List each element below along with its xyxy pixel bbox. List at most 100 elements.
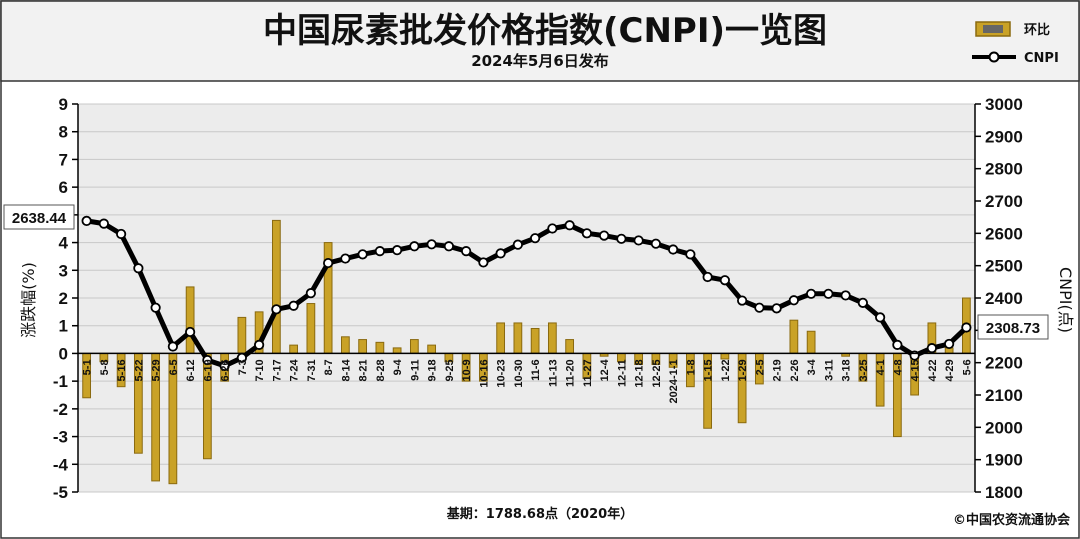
x-tick-label: 7-10: [254, 359, 266, 381]
cnpi-point: [754, 302, 765, 313]
x-tick-label: 10-9: [461, 359, 473, 381]
bar: [789, 319, 799, 354]
x-tick-label: 5-6: [961, 359, 973, 375]
y-tick-label-right: 2400: [985, 289, 1023, 308]
x-tick-label: 2-19: [772, 359, 784, 381]
cnpi-point: [202, 354, 213, 366]
cnpi-point: [806, 288, 817, 299]
x-tick-label: 4-1: [875, 359, 887, 375]
x-tick-label: 6-19: [202, 359, 214, 381]
x-tick-label: 6-12: [185, 359, 197, 381]
bar: [565, 339, 575, 354]
bar: [340, 336, 350, 354]
y-tick-label-left: -5: [53, 483, 68, 502]
cnpi-point: [443, 241, 454, 252]
x-tick-label: 12-25: [651, 359, 663, 387]
bar: [306, 303, 316, 354]
x-tick-label: 5-22: [133, 359, 145, 381]
x-tick-label: 8-21: [358, 359, 370, 381]
x-tick-label: 8-7: [323, 359, 335, 375]
x-tick-label: 3-25: [858, 359, 870, 381]
cnpi-point: [685, 249, 696, 260]
x-tick-label: 7-3: [237, 359, 249, 375]
x-tick-label: 8-28: [375, 359, 387, 381]
legend-label-bar: 环比: [1024, 22, 1050, 38]
cnpi-point: [909, 350, 920, 361]
cnpi-point: [81, 215, 92, 227]
y-tick-label-right: 2700: [985, 192, 1023, 211]
y-axis-right-title: CNPI(点): [1056, 267, 1075, 333]
cnpi-point: [581, 228, 592, 239]
x-tick-label: 11-27: [582, 359, 594, 387]
cnpi-point: [495, 248, 506, 259]
x-tick-label: 1-15: [703, 359, 715, 381]
cnpi-point: [547, 223, 558, 234]
cnpi-point: [788, 295, 799, 306]
bar: [496, 322, 506, 354]
bar: [806, 330, 816, 354]
cnpi-point: [409, 241, 420, 252]
bar: [185, 286, 195, 354]
cnpi-point: [305, 288, 316, 299]
x-tick-label: 9-11: [409, 359, 421, 380]
x-tick-label: 1-22: [720, 359, 732, 381]
x-tick-label: 7-31: [306, 359, 318, 381]
y-tick-label-left: 8: [59, 123, 68, 142]
footer-copyright: ©中国农资流通协会: [953, 512, 1071, 528]
x-tick-label: 11-6: [530, 359, 542, 380]
line-series: [81, 215, 972, 371]
x-tick-label: 9-18: [427, 359, 439, 381]
cnpi-point: [340, 253, 351, 264]
footer-base: 基期：1788.68点（2020年）: [446, 506, 633, 522]
y-tick-label-right: 2200: [985, 354, 1023, 373]
x-tick-label: 4-8: [892, 359, 904, 375]
y-tick-label-right: 2000: [985, 418, 1023, 437]
bar: [409, 339, 419, 354]
callout-first-value: 2638.44: [12, 210, 67, 227]
y-tick-label-right: 2900: [985, 127, 1023, 146]
y-tick-label-left: 9: [59, 95, 68, 114]
x-tick-label: 9-25: [444, 359, 456, 381]
bar: [289, 344, 299, 354]
x-tick-label: 11-20: [565, 359, 577, 387]
y-tick-label-left: 2: [59, 289, 68, 308]
y-tick-label-right: 2100: [985, 386, 1023, 405]
y-tick-label-right: 2800: [985, 160, 1023, 179]
bar: [530, 327, 540, 354]
cnpi-point: [461, 246, 472, 257]
cnpi-point: [875, 312, 886, 323]
cnpi-point: [668, 244, 679, 255]
bar: [375, 341, 385, 354]
y-tick-label-left: -1: [53, 372, 68, 391]
y-tick-label-right: 2600: [985, 224, 1023, 243]
y-tick-label-right: 1800: [985, 483, 1023, 502]
x-tick-label: 5-29: [151, 359, 163, 381]
x-tick-label: 11-13: [547, 359, 559, 387]
cnpi-point: [185, 326, 196, 338]
bar: [547, 322, 557, 354]
cnpi-point: [512, 239, 523, 250]
cnpi-point: [116, 228, 127, 240]
y-tick-label-left: -3: [53, 428, 68, 447]
callout-first-box: [3, 204, 75, 230]
cnpi-point: [167, 341, 178, 352]
y-tick-label-left: 0: [59, 344, 68, 363]
cnpi-point: [564, 220, 575, 231]
x-tick-label: 5-8: [99, 359, 111, 375]
callout-first: 2638.44: [3, 204, 75, 230]
cnpi-point: [944, 338, 955, 350]
x-tick-label: 9-4: [392, 359, 404, 376]
cnpi-point: [254, 339, 265, 350]
cnpi-point: [961, 322, 972, 333]
x-tick-label: 6-26: [220, 359, 232, 381]
y-tick-label-left: 6: [59, 178, 68, 197]
cnpi-point: [633, 235, 644, 246]
cnpi-point: [840, 290, 851, 301]
header-band: [0, 0, 1080, 82]
cnpi-line: [86, 218, 969, 369]
x-tick-label: 3-4: [806, 359, 818, 376]
cnpi-point: [426, 239, 437, 250]
x-tick-label: 4-29: [944, 359, 956, 381]
cnpi-point: [650, 238, 661, 249]
